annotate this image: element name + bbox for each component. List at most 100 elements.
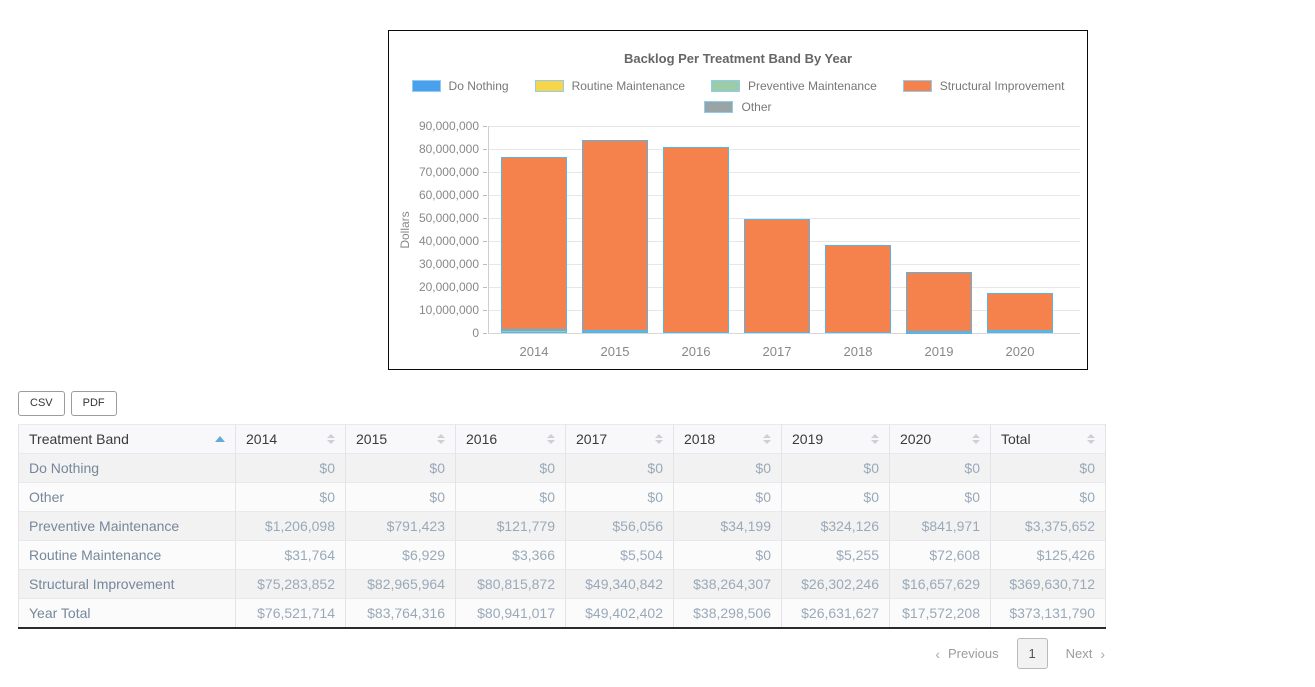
- column-header-total[interactable]: Total: [990, 424, 1106, 454]
- bar-segment-preventive-maintenance[interactable]: [906, 332, 972, 335]
- column-header-inner: 2014: [246, 431, 335, 447]
- x-tick-label: 2017: [762, 344, 792, 359]
- y-axis-tick: [483, 264, 487, 265]
- gridline: [488, 126, 1080, 127]
- legend-row: Other: [389, 100, 1087, 114]
- column-header-inner: 2019: [792, 431, 879, 447]
- column-header-2015[interactable]: 2015: [345, 424, 456, 454]
- sort-toggle-icon[interactable]: [437, 434, 445, 444]
- sort-toggle-icon[interactable]: [972, 434, 980, 444]
- sort-toggle-icon[interactable]: [547, 434, 555, 444]
- cell-value: $0: [565, 453, 674, 483]
- cell-value: $76,521,714: [235, 598, 346, 628]
- column-header-treatment-band[interactable]: Treatment Band: [18, 424, 236, 454]
- column-header-2016[interactable]: 2016: [455, 424, 566, 454]
- bar-segment-preventive-maintenance[interactable]: [501, 330, 567, 333]
- chart-legend: Do Nothing Routine Maintenance Preventive …: [389, 79, 1087, 121]
- y-axis-tick: [483, 195, 487, 196]
- sort-toggle-icon[interactable]: [1087, 434, 1095, 444]
- cell-value: $83,764,316: [345, 598, 456, 628]
- y-tick-label: 10,000,000: [418, 303, 479, 317]
- y-axis-tick: [483, 241, 487, 242]
- column-header-2019[interactable]: 2019: [781, 424, 890, 454]
- bar-segment-structural-improvement[interactable]: [906, 271, 972, 333]
- column-header-label: 2015: [356, 431, 388, 447]
- cell-value: $0: [889, 453, 991, 483]
- legend-item-routine-maintenance[interactable]: Routine Maintenance: [534, 79, 685, 93]
- column-header-inner: 2016: [466, 431, 555, 447]
- column-header-2020[interactable]: 2020: [889, 424, 991, 454]
- column-header-inner: Total: [1001, 431, 1095, 447]
- y-axis-tick: [483, 333, 487, 334]
- sort-down-icon: [327, 440, 335, 444]
- cell-value: $841,971: [889, 511, 991, 541]
- backlog-table: Treatment Band 2014 2015 2016 2017 2018 2019 20…: [18, 424, 1106, 629]
- bar-segment-structural-improvement[interactable]: [663, 146, 729, 333]
- x-tick-label: 2014: [519, 344, 549, 359]
- y-axis-tick: [483, 287, 487, 288]
- legend-item-structural-improvement[interactable]: Structural Improvement: [902, 79, 1064, 93]
- sort-down-icon: [1087, 440, 1095, 444]
- column-header-label: 2020: [900, 431, 932, 447]
- cell-value: $0: [781, 482, 890, 512]
- legend-item-other[interactable]: Other: [704, 100, 772, 114]
- chevron-right-icon: ›: [1100, 645, 1105, 662]
- table-header-row: Treatment Band 2014 2015 2016 2017 2018 2019 20…: [18, 424, 1106, 454]
- x-tick-label: 2016: [681, 344, 711, 359]
- bar-segment-preventive-maintenance[interactable]: [582, 331, 648, 334]
- y-tick-label: 70,000,000: [418, 165, 479, 179]
- pdf-button[interactable]: PDF: [70, 391, 117, 416]
- bar-segment-structural-improvement[interactable]: [501, 157, 567, 331]
- legend-swatch-icon: [711, 80, 740, 92]
- cell-value: $3,366: [455, 540, 566, 570]
- sort-up-icon: [327, 434, 335, 438]
- legend-item-preventive-maintenance[interactable]: Preventive Maintenance: [711, 79, 877, 93]
- pagination-page-1[interactable]: 1: [1016, 638, 1048, 669]
- cell-value: $34,199: [673, 511, 782, 541]
- cell-value: $0: [345, 453, 456, 483]
- cell-value: $0: [990, 482, 1106, 512]
- column-header-label: 2016: [466, 431, 498, 447]
- column-header-2018[interactable]: 2018: [673, 424, 782, 454]
- column-header-2014[interactable]: 2014: [235, 424, 346, 454]
- row-label: Preventive Maintenance: [18, 511, 236, 541]
- bar-segment-structural-improvement[interactable]: [744, 219, 810, 333]
- cell-value: $5,504: [565, 540, 674, 570]
- cell-value: $0: [345, 482, 456, 512]
- cell-value: $791,423: [345, 511, 456, 541]
- cell-value: $0: [889, 482, 991, 512]
- csv-button[interactable]: CSV: [18, 391, 65, 416]
- sort-ascending-icon[interactable]: [215, 436, 225, 442]
- sort-toggle-icon[interactable]: [763, 434, 771, 444]
- cell-value: $121,779: [455, 511, 566, 541]
- sort-up-icon: [437, 434, 445, 438]
- sort-toggle-icon[interactable]: [327, 434, 335, 444]
- legend-label: Routine Maintenance: [571, 79, 685, 93]
- sort-down-icon: [972, 440, 980, 444]
- sort-toggle-icon[interactable]: [871, 434, 879, 444]
- bar-segment-preventive-maintenance[interactable]: [987, 330, 1053, 333]
- bar-segment-structural-improvement[interactable]: [987, 292, 1053, 331]
- pagination-next[interactable]: Next ›: [1066, 646, 1105, 662]
- sort-down-icon: [763, 440, 771, 444]
- table-row-do-nothing: Do Nothing $0 $0 $0 $0 $0 $0 $0 $0: [18, 453, 1106, 483]
- row-label: Year Total: [18, 598, 236, 628]
- bar-segment-structural-improvement[interactable]: [825, 244, 891, 333]
- legend-swatch-icon: [411, 80, 441, 92]
- legend-item-do-nothing[interactable]: Do Nothing: [411, 79, 509, 93]
- cell-value: $80,815,872: [455, 569, 566, 599]
- sort-up-icon: [655, 434, 663, 438]
- column-header-2017[interactable]: 2017: [565, 424, 674, 454]
- bar-segment-structural-improvement[interactable]: [582, 140, 648, 332]
- cell-value: $0: [781, 453, 890, 483]
- y-axis-title: Dollars: [398, 210, 412, 249]
- pagination-previous-label: Previous: [948, 646, 999, 661]
- sort-toggle-icon[interactable]: [655, 434, 663, 444]
- cell-value: $125,426: [990, 540, 1106, 570]
- column-header-inner: 2018: [684, 431, 771, 447]
- gridline: [488, 172, 1080, 173]
- pagination-previous[interactable]: ‹ Previous: [935, 646, 998, 662]
- table-row-structural-improvement: Structural Improvement $75,283,852 $82,965…: [18, 569, 1106, 599]
- y-axis-line: [488, 126, 489, 333]
- cell-value: $6,929: [345, 540, 456, 570]
